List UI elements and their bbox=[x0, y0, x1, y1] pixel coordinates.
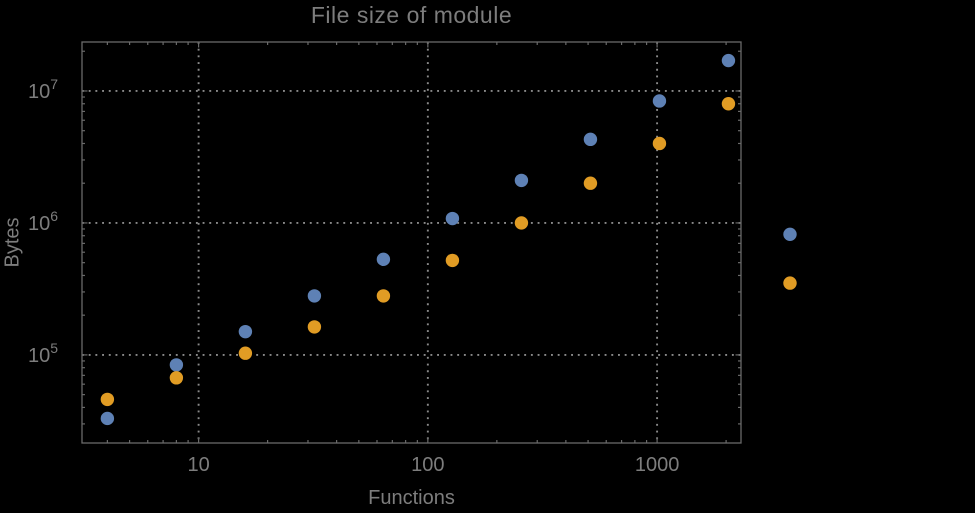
plot-frame bbox=[81, 41, 742, 444]
data-point-blue-x256 bbox=[514, 173, 529, 188]
data-point-blue-x4 bbox=[100, 411, 115, 426]
x-axis-label: Functions bbox=[368, 487, 455, 509]
data-point-blue-x128 bbox=[445, 211, 460, 226]
data-point-orange-x1024 bbox=[652, 136, 667, 151]
data-point-orange-x32 bbox=[307, 320, 322, 334]
x-tick-label-10: 10 bbox=[187, 454, 209, 476]
y-tick-label-1e6: 106 bbox=[28, 208, 58, 235]
data-point-blue-x512 bbox=[583, 132, 598, 147]
y-axis-label: Bytes bbox=[1, 217, 24, 268]
data-point-orange-x512 bbox=[583, 176, 598, 190]
x-tick-label-100: 100 bbox=[411, 454, 444, 476]
data-point-orange-x2048 bbox=[721, 97, 736, 111]
data-point-blue-x3800 bbox=[783, 227, 797, 242]
y-tick-label-1e7: 107 bbox=[28, 76, 58, 103]
data-point-blue-x64 bbox=[376, 252, 391, 267]
data-point-orange-x64 bbox=[376, 289, 391, 303]
y-tick-label-1e5: 105 bbox=[28, 340, 58, 367]
data-point-blue-x2048 bbox=[721, 53, 736, 68]
data-point-blue-x1024 bbox=[652, 94, 667, 108]
data-point-orange-x16 bbox=[238, 346, 253, 360]
chart-title: File size of module bbox=[310, 2, 513, 28]
data-point-blue-x16 bbox=[238, 324, 253, 339]
data-point-blue-x8 bbox=[169, 358, 184, 372]
data-point-orange-x4 bbox=[100, 392, 115, 407]
data-point-orange-x8 bbox=[169, 371, 184, 385]
data-point-blue-x32 bbox=[307, 289, 322, 303]
data-point-orange-x256 bbox=[514, 216, 529, 230]
data-point-orange-x3800 bbox=[783, 276, 797, 290]
x-tick-label-1000: 1000 bbox=[635, 454, 680, 476]
data-point-orange-x128 bbox=[445, 253, 460, 268]
